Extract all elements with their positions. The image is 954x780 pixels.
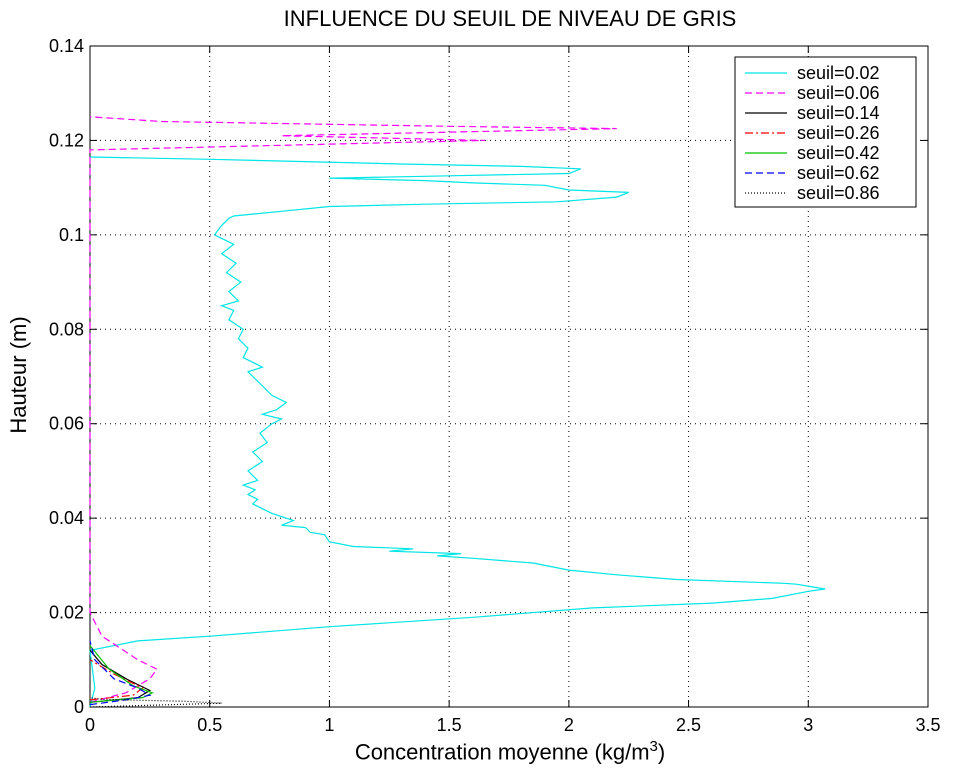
series-line-2 — [89, 116, 617, 703]
series-line-7 — [89, 697, 222, 708]
y-tick-label: 0.06 — [49, 414, 84, 434]
y-tick-label: 0.14 — [49, 36, 84, 56]
legend-label: seuil=0.26 — [797, 123, 880, 143]
x-axis-label-close: ) — [657, 739, 666, 765]
x-axis-label-exponent: 3 — [649, 738, 658, 755]
legend-label: seuil=0.86 — [797, 183, 880, 203]
x-tick-label: 0.5 — [197, 715, 222, 735]
y-tick-label: 0.08 — [49, 319, 84, 339]
legend-label: seuil=0.02 — [797, 63, 880, 83]
x-tick-label: 1 — [324, 715, 334, 735]
legend-label: seuil=0.62 — [797, 163, 880, 183]
series-line-4 — [89, 659, 144, 701]
plot-frame — [89, 45, 929, 708]
legend-box — [734, 56, 917, 208]
y-tick-label: 0.02 — [49, 603, 84, 623]
x-tick-label: 1.5 — [437, 715, 462, 735]
x-axis-label-main: Concentration moyenne (kg/m — [354, 739, 650, 765]
x-tick-label: 3 — [803, 715, 813, 735]
legend-label: seuil=0.42 — [797, 143, 880, 163]
y-tick-label: 0.1 — [59, 225, 84, 245]
legend-label: seuil=0.06 — [797, 83, 880, 103]
series-line-1 — [89, 156, 826, 708]
series-line-5 — [89, 645, 154, 703]
x-tick-label: 3.5 — [915, 715, 940, 735]
y-tick-label: 0.12 — [49, 130, 84, 150]
x-tick-label: 0 — [85, 715, 95, 735]
y-tick-label: 0 — [74, 697, 84, 717]
chart-title: INFLUENCE DU SEUIL DE NIVEAU DE GRIS — [283, 6, 737, 31]
y-tick-label: 0.04 — [49, 508, 84, 528]
series-line-6 — [89, 640, 152, 706]
x-tick-label: 2.5 — [676, 715, 701, 735]
x-axis-label: Concentration moyenne (kg/m3) — [90, 738, 930, 765]
legend-label: seuil=0.14 — [797, 103, 880, 123]
x-tick-label: 2 — [564, 715, 574, 735]
